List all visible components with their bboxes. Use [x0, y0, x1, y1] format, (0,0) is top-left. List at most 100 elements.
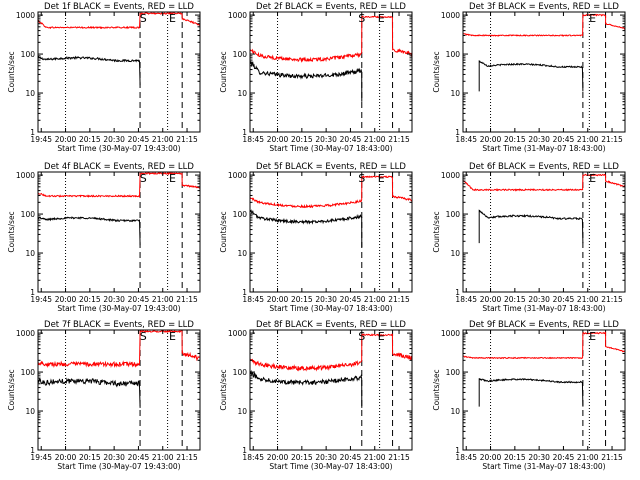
y-tick-label: 1 [455, 288, 460, 297]
y-tick-label: 100 [21, 210, 36, 219]
x-tick-label: 21:00 [152, 295, 174, 304]
x-tick-label: 21:15 [601, 453, 623, 462]
x-axis-label: Start Time (31-May-07 18:43:00) [482, 144, 605, 153]
panel-title: Det 3f BLACK = Events, RED = LLD [469, 2, 619, 12]
y-axis-label: Counts/sec [7, 51, 16, 92]
x-tick-label: 20:30 [528, 135, 550, 144]
marker-e: E [589, 330, 596, 343]
marker-e: E [378, 172, 385, 185]
y-tick-label: 10 [450, 249, 460, 258]
y-tick-label: 1000 [441, 11, 460, 20]
x-tick-label: 20:00 [55, 135, 77, 144]
panel-1: Det 1f BLACK = Events, RED = LLD Start Ti… [7, 2, 201, 153]
x-tick-label: 20:30 [528, 453, 550, 462]
x-tick-label: 20:15 [504, 135, 526, 144]
x-axis-label: Start Time (30-May-07 18:43:00) [269, 144, 392, 153]
y-tick-label: 1 [30, 288, 35, 297]
panel-9: Det 9f BLACK = Events, RED = LLD Start Ti… [432, 320, 626, 471]
x-axis-label: Start Time (30-May-07 18:43:00) [269, 304, 392, 313]
y-axis-label: Counts/sec [432, 51, 441, 92]
plot-frame [249, 171, 413, 293]
plot-frame [462, 329, 626, 451]
lld-series-line [249, 175, 413, 209]
y-tick-label: 1000 [228, 11, 247, 20]
x-tick-label: 18:45 [455, 295, 477, 304]
marker-s: S [358, 12, 365, 25]
x-tick-label: 20:45 [340, 295, 362, 304]
lld-series-line [462, 173, 626, 192]
panel-title: Det 9f BLACK = Events, RED = LLD [469, 320, 619, 330]
x-tick-label: 20:00 [480, 453, 502, 462]
plot-frame [249, 329, 413, 451]
x-tick-label: 20:45 [340, 453, 362, 462]
panel-8: Det 8f BLACK = Events, RED = LLD Start Ti… [219, 320, 413, 471]
events-series-line [249, 60, 363, 102]
y-tick-label: 100 [233, 210, 248, 219]
x-axis-label: Start Time (30-May-07 19:43:00) [57, 304, 180, 313]
plot-frame [37, 11, 201, 133]
y-axis-label: Counts/sec [7, 211, 16, 252]
x-tick-label: 21:00 [364, 135, 386, 144]
y-tick-label: 100 [21, 50, 36, 59]
x-tick-label: 21:00 [577, 135, 599, 144]
events-series-line [37, 377, 141, 408]
x-tick-label: 20:00 [55, 295, 77, 304]
x-tick-label: 20:45 [553, 135, 575, 144]
plot-frame [462, 11, 626, 133]
y-axis-label: Counts/sec [219, 51, 228, 92]
marker-s: S [140, 12, 147, 25]
y-tick-label: 1 [242, 288, 247, 297]
x-tick-label: 21:00 [152, 135, 174, 144]
x-tick-label: 20:00 [267, 295, 289, 304]
x-tick-label: 18:45 [455, 135, 477, 144]
marker-e: E [378, 330, 385, 343]
x-tick-label: 20:15 [291, 453, 313, 462]
x-tick-label: 21:15 [388, 295, 410, 304]
events-series-line [249, 209, 363, 248]
y-tick-label: 100 [21, 368, 36, 377]
y-tick-label: 100 [446, 50, 461, 59]
panel-title: Det 6f BLACK = Events, RED = LLD [469, 162, 619, 172]
x-tick-label: 21:00 [152, 453, 174, 462]
y-tick-label: 10 [25, 249, 35, 258]
x-tick-label: 20:45 [553, 295, 575, 304]
y-tick-label: 100 [446, 368, 461, 377]
panel-5: Det 5f BLACK = Events, RED = LLD Start Ti… [219, 162, 413, 313]
x-tick-label: 21:15 [176, 453, 198, 462]
x-tick-label: 18:45 [242, 135, 264, 144]
x-tick-label: 21:00 [577, 295, 599, 304]
x-tick-label: 21:00 [364, 453, 386, 462]
panel-title: Det 5f BLACK = Events, RED = LLD [256, 162, 406, 172]
x-tick-label: 20:15 [79, 453, 101, 462]
y-tick-label: 1 [30, 128, 35, 137]
x-tick-label: 20:15 [504, 453, 526, 462]
marker-e: E [169, 12, 176, 25]
events-series-line [478, 209, 584, 244]
x-tick-label: 21:00 [577, 453, 599, 462]
x-tick-label: 20:15 [291, 295, 313, 304]
panel-3: Det 3f BLACK = Events, RED = LLD Start Ti… [432, 2, 626, 153]
x-tick-label: 19:45 [30, 453, 52, 462]
events-series-line [249, 369, 363, 408]
x-tick-label: 20:00 [267, 135, 289, 144]
x-tick-label: 20:45 [128, 135, 150, 144]
x-tick-label: 20:15 [291, 135, 313, 144]
x-tick-label: 20:15 [79, 295, 101, 304]
lld-series-line [249, 333, 413, 372]
marker-s: S [140, 330, 147, 343]
x-tick-label: 20:15 [79, 135, 101, 144]
plot-frame [462, 171, 626, 293]
panel-title: Det 7f BLACK = Events, RED = LLD [44, 320, 194, 330]
panel-6: Det 6f BLACK = Events, RED = LLD Start Ti… [432, 162, 626, 313]
x-tick-label: 20:30 [103, 135, 125, 144]
y-tick-label: 1000 [16, 171, 35, 180]
x-tick-label: 20:00 [55, 453, 77, 462]
panel-title: Det 2f BLACK = Events, RED = LLD [256, 2, 406, 12]
lld-series-line [463, 331, 625, 360]
y-tick-label: 1000 [16, 329, 35, 338]
marker-s: S [140, 172, 147, 185]
x-tick-label: 20:00 [267, 453, 289, 462]
x-tick-label: 20:45 [128, 295, 150, 304]
plot-frame [37, 329, 201, 451]
